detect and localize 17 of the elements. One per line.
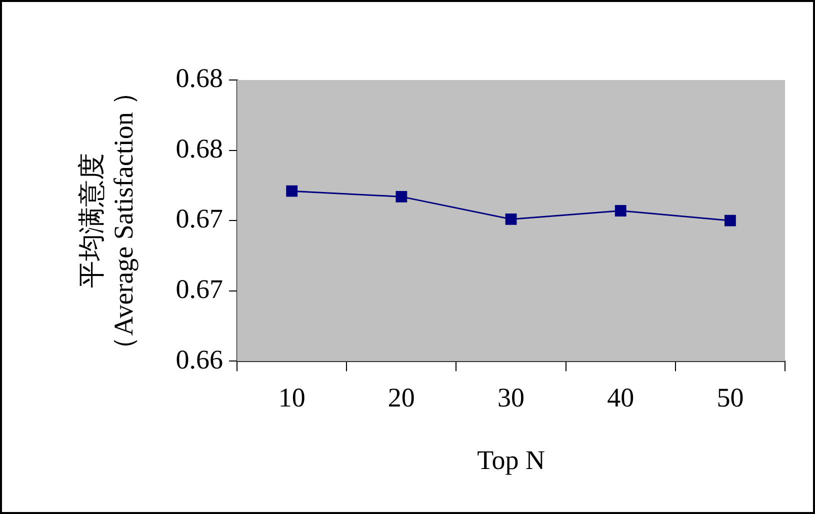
y-tick-label: 0.68 (176, 63, 224, 94)
x-axis-title: Top N (477, 444, 545, 475)
point (396, 191, 408, 202)
x-tick-label: 10 (278, 382, 306, 412)
x-tick-label: 50 (716, 382, 744, 412)
point (724, 214, 736, 226)
y-tick-label: 0.67 (176, 274, 224, 304)
y-axis-title: 平均满意度（Average Satisfaction ） (76, 78, 139, 363)
point (614, 205, 626, 216)
x-tick-label: 30 (498, 382, 525, 412)
point (505, 213, 517, 225)
x-tick-label: 20 (388, 382, 415, 412)
y-tick-label: 0.67 (176, 204, 224, 234)
y-tick-label: 0.66 (176, 344, 224, 374)
x-tick-label: 40 (607, 382, 634, 412)
y-tick-label: 0.68 (176, 133, 224, 164)
point (286, 185, 298, 197)
